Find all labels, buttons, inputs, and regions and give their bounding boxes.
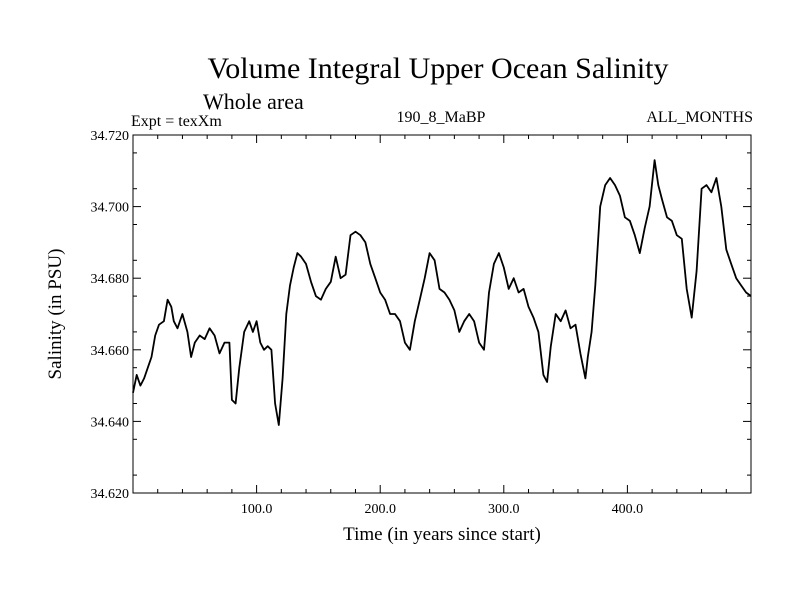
y-tick-label: 34.680 bbox=[91, 272, 130, 287]
y-axis: 34.620 34.640 34.660 34.680 34.700 34.720 bbox=[91, 129, 751, 502]
experiment-id-label: 190_8_MaBP bbox=[397, 109, 486, 126]
months-label: ALL_MONTHS bbox=[646, 109, 753, 126]
x-tick-label: 100.0 bbox=[241, 502, 273, 517]
y-tick-label: 34.620 bbox=[91, 487, 130, 502]
y-tick-label: 34.700 bbox=[91, 201, 130, 216]
salinity-series-line bbox=[132, 159, 752, 426]
x-tick-label: 400.0 bbox=[612, 502, 644, 517]
experiment-label: Expt = texXm bbox=[131, 113, 222, 130]
chart-title: Volume Integral Upper Ocean Salinity bbox=[208, 52, 669, 85]
x-tick-label: 300.0 bbox=[488, 502, 520, 517]
y-tick-label: 34.640 bbox=[91, 415, 130, 430]
x-axis: 100.0 200.0 300.0 400.0 bbox=[157, 135, 727, 517]
plot-area-frame bbox=[132, 134, 752, 494]
y-tick-label: 34.720 bbox=[91, 129, 130, 144]
y-axis-label: Salinity (in PSU) bbox=[45, 249, 66, 380]
y-tick-label: 34.660 bbox=[91, 344, 130, 359]
x-tick-label: 200.0 bbox=[364, 502, 396, 517]
chart-subtitle: Whole area bbox=[203, 89, 304, 114]
x-axis-label: Time (in years since start) bbox=[343, 524, 541, 545]
